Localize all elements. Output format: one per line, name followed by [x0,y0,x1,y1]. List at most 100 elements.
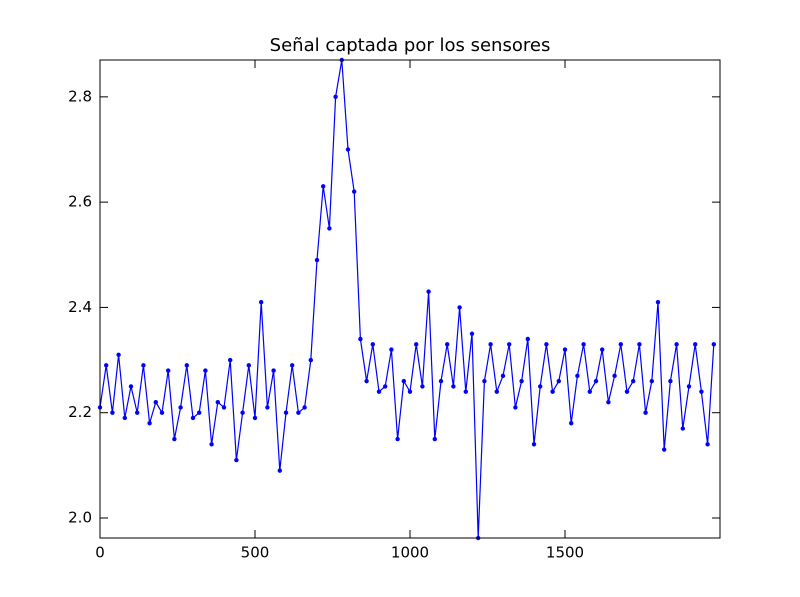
data-point [290,363,295,368]
data-point [488,342,493,347]
data-point [662,447,667,452]
data-point [562,347,568,352]
data-point [259,299,264,305]
data-point [581,342,586,347]
data-point [321,184,326,189]
data-point [314,257,320,263]
data-point [649,378,654,384]
x-tick-label: 1000 [391,544,429,562]
data-point [327,226,332,231]
data-point [637,342,642,347]
data-point [593,378,599,384]
data-point [686,384,692,389]
data-point [370,342,375,347]
data-point [190,415,196,421]
data-point [116,352,121,358]
data-point [612,373,617,379]
data-point [246,363,251,368]
data-point [104,363,109,368]
data-point [507,342,512,347]
data-point [296,410,301,415]
y-tick-label: 2.0 [68,508,92,526]
data-point [426,289,431,294]
data-point [513,405,518,410]
data-point [575,373,580,379]
data-point [265,405,270,410]
data-point [197,410,202,415]
data-point [525,336,530,342]
data-point [624,389,630,394]
data-point [395,436,400,442]
data-point [457,305,462,310]
data-point [711,342,716,347]
data-point [302,405,307,410]
data-point [364,378,369,384]
x-tick-label: 1500 [546,544,584,562]
y-tick-label: 2.2 [68,403,92,421]
data-point [277,468,282,473]
data-point [699,389,704,394]
data-point [135,410,140,415]
chart-title: Señal captada por los sensores [270,35,551,56]
data-point [494,389,499,394]
plot-frame [99,59,721,539]
data-point [500,373,506,379]
data-point [228,357,233,363]
data-point [383,384,388,389]
y-tick-label: 2.6 [68,193,92,211]
data-point [538,384,543,389]
data-point [600,347,605,352]
data-point [159,410,165,415]
data-point [655,299,661,305]
data-point [519,378,524,384]
data-point [618,342,623,347]
data-point [178,405,183,410]
data-point [172,436,177,442]
data-point [153,399,158,405]
data-point [587,389,592,394]
data-point [414,342,419,347]
data-point [674,342,679,347]
data-point [451,384,456,389]
data-point [569,421,574,426]
data-point [271,368,276,373]
data-point [234,457,239,463]
data-point [283,410,289,415]
data-point [345,147,351,152]
data-point [376,389,382,394]
data-point [221,405,227,410]
data-point [122,415,128,421]
data-point [693,342,698,347]
data-point [469,331,475,336]
data-point [147,421,152,426]
data-point [184,363,189,368]
data-point [643,410,648,415]
data-point [352,189,357,194]
data-point [705,442,710,447]
data-point [389,347,394,352]
data-point [482,378,487,384]
x-tick-label: 0 [95,544,105,562]
data-point [463,389,468,394]
data-point [166,368,171,373]
data-point [550,389,555,394]
data-point [680,426,685,431]
data-point [432,436,437,442]
data-point [358,336,363,342]
data-point [631,378,636,384]
data-point [668,378,673,384]
data-point [215,399,220,405]
data-point [308,357,313,363]
data-point [141,363,146,368]
data-point [333,94,338,100]
x-tick-label: 500 [241,544,270,562]
data-line [100,60,715,538]
data-point [401,378,406,384]
data-point [128,384,134,389]
data-point [110,410,115,415]
data-point [438,378,444,384]
y-tick-label: 2.4 [68,298,92,316]
